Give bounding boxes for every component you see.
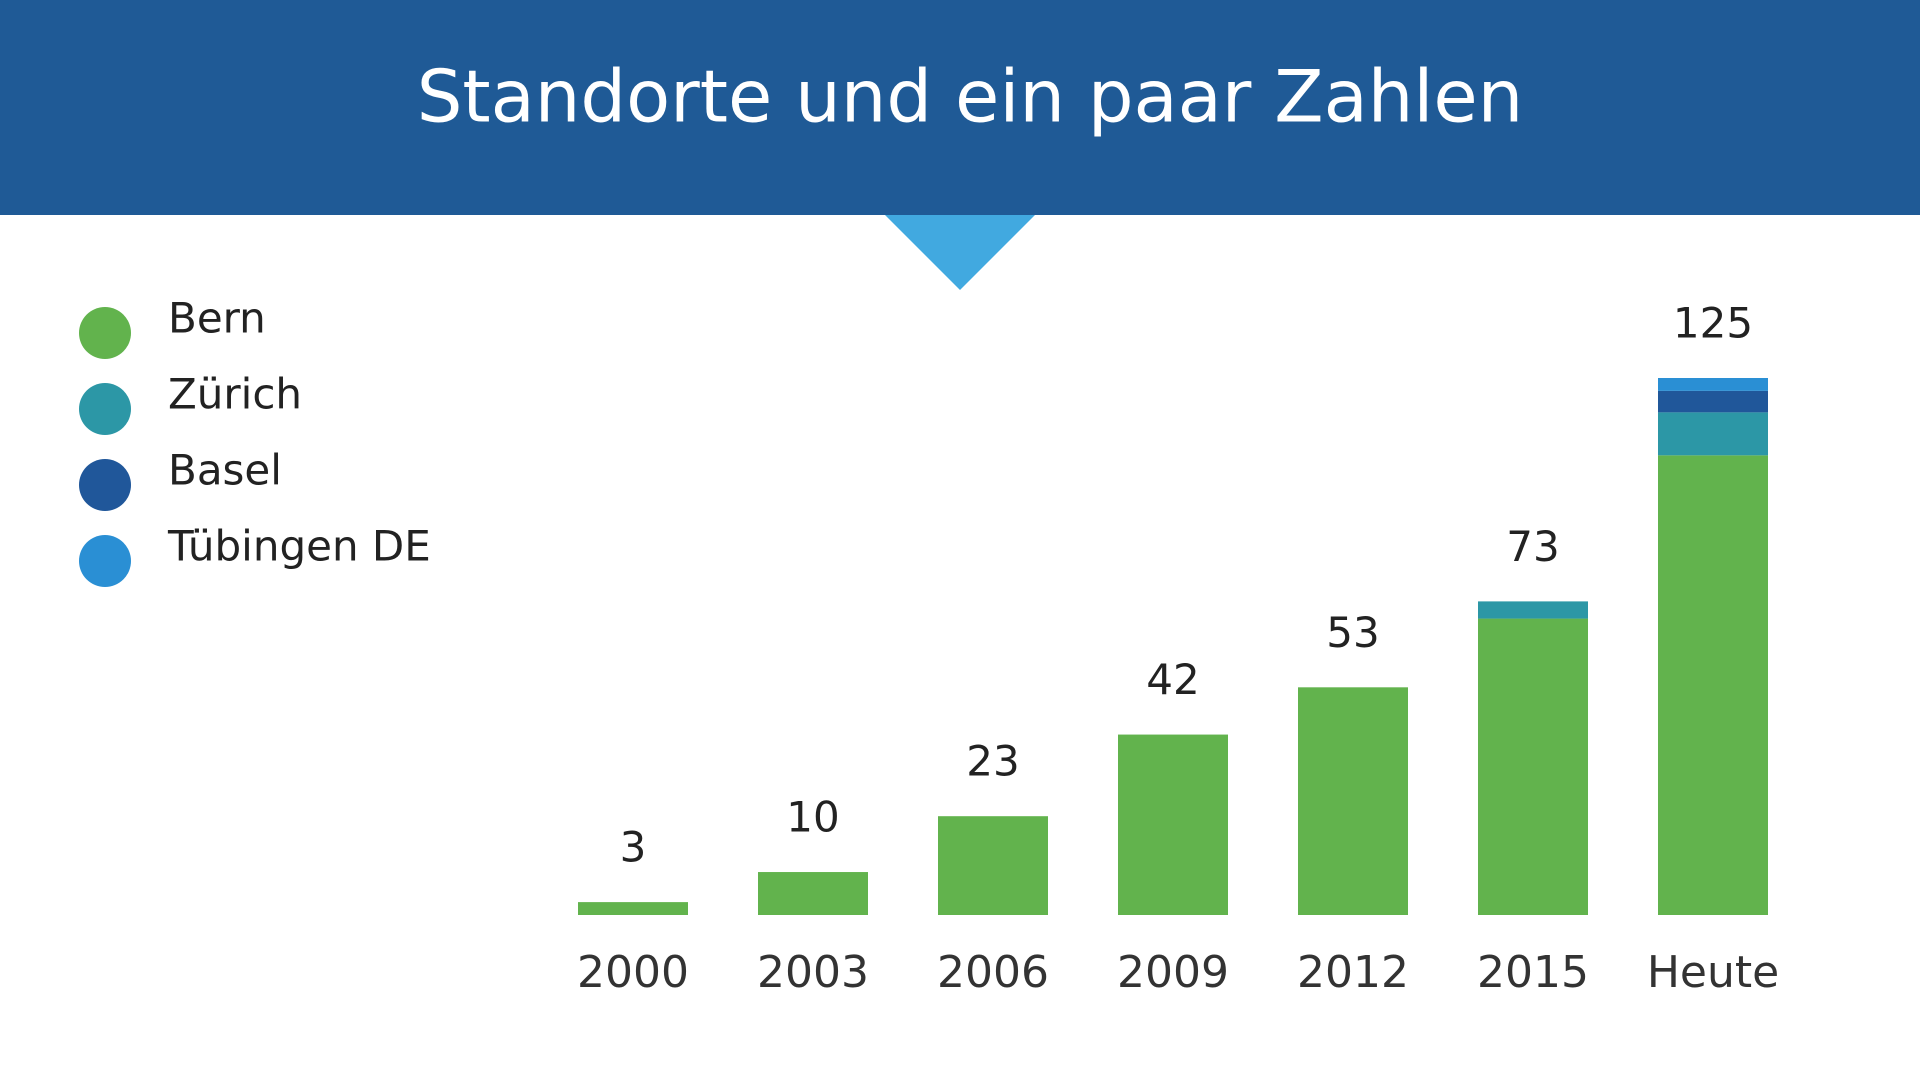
bar-segment bbox=[1658, 455, 1768, 915]
legend-swatch bbox=[79, 535, 131, 587]
bar-segment bbox=[578, 902, 688, 915]
bar-segment bbox=[1478, 601, 1588, 619]
bar-segment bbox=[758, 872, 868, 915]
legend-swatch bbox=[79, 459, 131, 511]
bar-segment bbox=[938, 816, 1048, 915]
bar-segment bbox=[1658, 378, 1768, 391]
bar-segment bbox=[1658, 390, 1768, 413]
bar-total-label: 42 bbox=[1146, 655, 1199, 704]
legend-swatch bbox=[79, 307, 131, 359]
bar-total-label: 73 bbox=[1506, 522, 1559, 571]
header-pointer bbox=[885, 215, 1035, 290]
x-tick-label: 2012 bbox=[1297, 947, 1409, 998]
bar-segment bbox=[1118, 734, 1228, 915]
x-tick-label: 2009 bbox=[1117, 947, 1229, 998]
bar-segment bbox=[1478, 618, 1588, 915]
x-tick-label: 2006 bbox=[937, 947, 1049, 998]
legend-label: Zürich bbox=[168, 370, 302, 419]
legend-swatch bbox=[79, 383, 131, 435]
bar-total-label: 10 bbox=[786, 793, 839, 842]
bar-total-label: 53 bbox=[1326, 608, 1379, 657]
legend-label: Tübingen DE bbox=[167, 522, 431, 571]
x-tick-label: 2000 bbox=[577, 947, 689, 998]
bar-total-label: 125 bbox=[1673, 299, 1753, 348]
legend-label: Basel bbox=[168, 446, 282, 495]
bar-total-label: 3 bbox=[620, 823, 647, 872]
bar-total-label: 23 bbox=[966, 737, 1019, 786]
x-tick-label: Heute bbox=[1647, 947, 1779, 998]
bar-segment bbox=[1658, 412, 1768, 456]
chart-title: Standorte und ein paar Zahlen bbox=[417, 55, 1524, 139]
legend-label: Bern bbox=[168, 294, 266, 343]
bar-segment bbox=[1298, 687, 1408, 915]
x-tick-label: 2015 bbox=[1477, 947, 1589, 998]
x-tick-label: 2003 bbox=[757, 947, 869, 998]
header-band bbox=[0, 0, 1920, 215]
